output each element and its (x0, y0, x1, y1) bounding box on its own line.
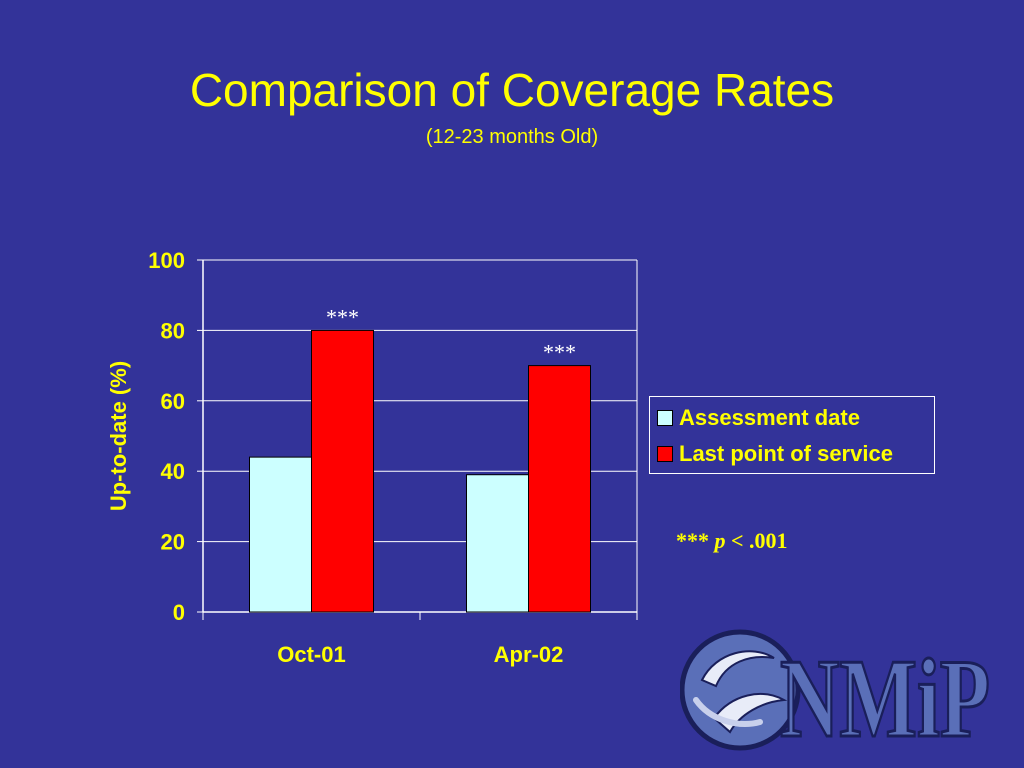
legend-swatch-last-point-of-service (657, 446, 673, 462)
logo-wordmark: NMiP (780, 637, 990, 752)
embracing-figures-logo-icon (680, 629, 801, 751)
significance-threshold: < .001 (725, 528, 788, 553)
bar-apr-02-assessment-date (466, 474, 529, 613)
y-axis-label: Up-to-date (%) (106, 361, 131, 511)
y-tick-label-40: 40 (161, 459, 185, 484)
y-tick-label-20: 20 (161, 530, 185, 555)
significance-p: p (714, 528, 726, 553)
y-tick-label-100: 100 (148, 248, 185, 273)
slide-subtitle: (12-23 months Old) (425, 126, 599, 148)
x-tick-label-apr-02: Apr-02 (494, 642, 564, 667)
y-tick-label-60: 60 (161, 389, 185, 414)
legend-item-last-point-of-service: Last point of service (657, 441, 893, 467)
nmip-logo: NMiP (680, 629, 992, 752)
legend-item-assessment-date: Assessment date (657, 405, 860, 431)
significance-note: *** p < .001 (676, 528, 788, 554)
significance-marker-apr-02: *** (543, 340, 576, 365)
legend-label-assessment-date: Assessment date (679, 405, 860, 430)
legend-swatch-assessment-date (657, 410, 673, 426)
bar-apr-02-last-point-of-service (528, 365, 591, 613)
y-tick-label-0: 0 (173, 600, 185, 625)
bar-oct-01-last-point-of-service (311, 329, 374, 613)
y-tick-label-80: 80 (161, 318, 185, 343)
bar-oct-01-assessment-date (249, 456, 312, 613)
significance-stars: *** (676, 528, 709, 553)
x-tick-label-oct-01: Oct-01 (277, 642, 345, 667)
legend-label-last-point-of-service: Last point of service (679, 441, 893, 466)
chart-legend: Assessment date Last point of service (649, 396, 935, 474)
slide-title: Comparison of Coverage Rates (189, 64, 835, 116)
significance-marker-oct-01: *** (326, 304, 359, 329)
